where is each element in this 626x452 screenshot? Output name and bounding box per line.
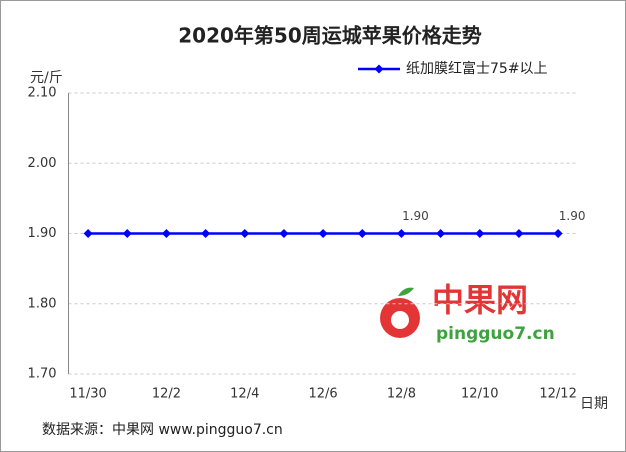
data-label: 1.90 bbox=[559, 209, 586, 223]
x-tick-label: 12/2 bbox=[152, 387, 181, 402]
x-tick-label: 12/8 bbox=[387, 387, 416, 402]
chart-title: 2020年第50周运城苹果价格走势 bbox=[178, 24, 482, 48]
legend-label: 纸加膜红富士75#以上 bbox=[406, 60, 548, 77]
y-tick-label: 1.80 bbox=[28, 296, 57, 311]
x-tick-label: 12/4 bbox=[230, 387, 259, 402]
y-tick-label: 2.00 bbox=[28, 156, 57, 171]
x-tick-label: 12/10 bbox=[461, 387, 498, 402]
marker bbox=[279, 229, 289, 238]
source: 数据来源：中果网 www.pingguo7.cn bbox=[42, 422, 283, 438]
marker bbox=[122, 229, 132, 238]
marker bbox=[240, 229, 250, 238]
watermark-brand: 中果网 bbox=[432, 281, 528, 319]
y-axis-label: 元/斤 bbox=[30, 70, 63, 86]
watermark-site: pingguo7.cn bbox=[436, 324, 555, 344]
logo bbox=[398, 287, 414, 296]
marker bbox=[318, 229, 328, 238]
x-axis-label: 日期 bbox=[580, 396, 608, 412]
marker bbox=[553, 229, 563, 238]
y-tick-label: 1.70 bbox=[28, 367, 57, 382]
x-tick-label: 12/6 bbox=[308, 387, 337, 402]
x-tick-label: 11/30 bbox=[69, 387, 106, 402]
y-tick-label: 2.10 bbox=[28, 86, 57, 101]
watermark: 中果网 pingguo7.cn bbox=[380, 281, 555, 344]
y-tick-label: 1.90 bbox=[28, 226, 57, 241]
marker bbox=[396, 229, 406, 238]
marker bbox=[357, 229, 367, 238]
marker bbox=[475, 229, 485, 238]
data-label: 1.90 bbox=[402, 209, 429, 223]
marker bbox=[201, 229, 211, 238]
logo bbox=[391, 311, 409, 329]
marker bbox=[161, 229, 171, 238]
marker bbox=[83, 229, 93, 238]
legend-marker bbox=[374, 64, 384, 74]
marker bbox=[436, 229, 446, 238]
x-tick-label: 12/12 bbox=[539, 387, 576, 402]
marker bbox=[514, 229, 524, 238]
